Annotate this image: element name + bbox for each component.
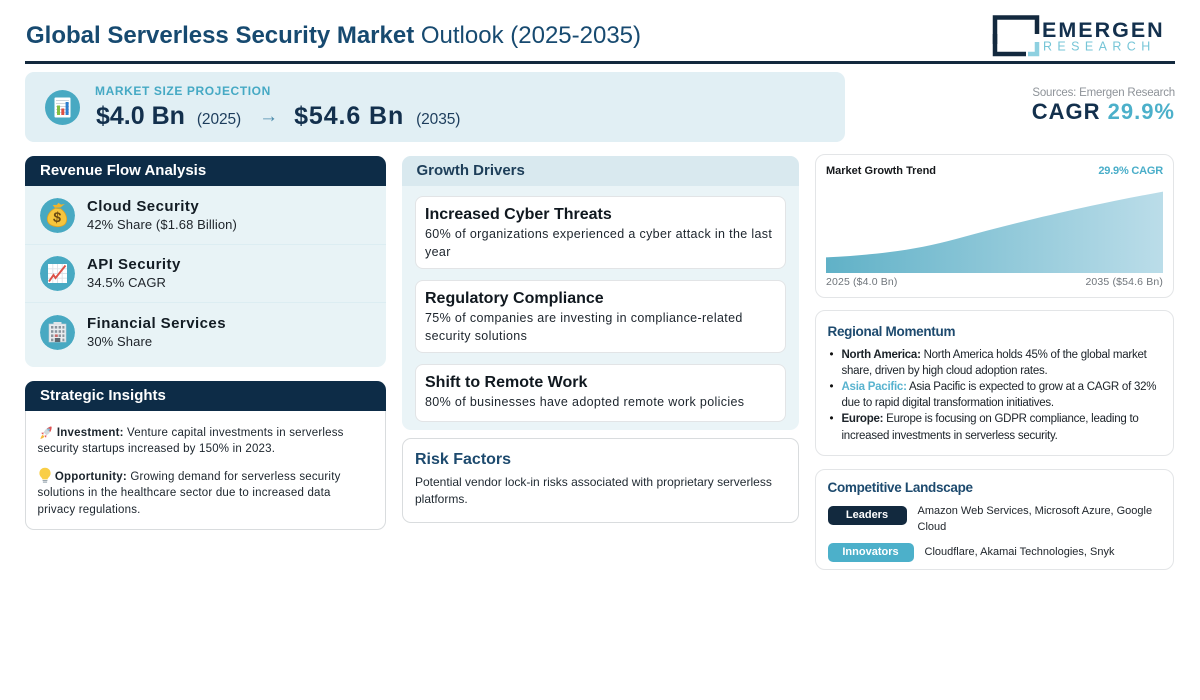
svg-text:EMERGEN: EMERGEN xyxy=(1042,18,1165,42)
svg-text:$: $ xyxy=(52,209,62,226)
svg-text:RESEARCH: RESEARCH xyxy=(1043,40,1156,54)
